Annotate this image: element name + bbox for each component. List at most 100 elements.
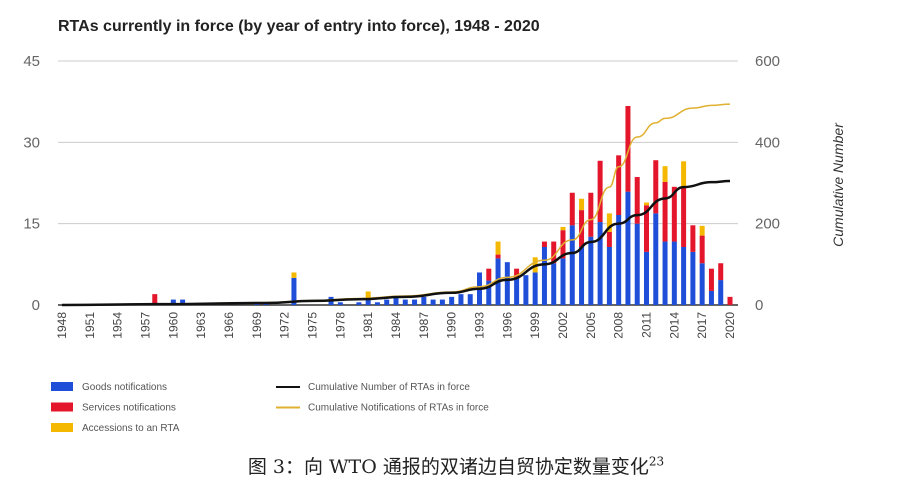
bar-services-notifications-2011 (644, 205, 649, 252)
x-tick-label: 2014 (667, 312, 681, 339)
bar-services-notifications-2019 (718, 263, 724, 281)
bar-services-notifications-1994 (486, 268, 492, 281)
bar-goods-notifications-1973 (291, 277, 297, 305)
bar-goods-notifications-1986 (412, 299, 418, 305)
bar-goods-notifications-1983 (384, 299, 390, 305)
bar-services-notifications-2020 (727, 296, 733, 305)
bar-goods-notifications-1988 (430, 299, 436, 305)
bar-services-notifications-2018 (708, 268, 714, 291)
bar-accessions-to-an-rta-1995 (495, 241, 501, 255)
y-tick-label: 15 (23, 216, 40, 233)
bar-goods-notifications-1981 (365, 299, 371, 305)
bar-goods-notifications-1998 (523, 275, 529, 305)
bar-accessions-to-an-rta-2017 (699, 225, 705, 236)
y2-tick-label: 200 (755, 216, 780, 233)
bar-goods-notifications-2014 (671, 241, 677, 305)
x-axis: 1948 1951 1954 1957 1960 1963 1966 1969 1972 1975… (55, 312, 737, 339)
bar-goods-notifications-2010 (634, 223, 640, 305)
figure-caption: 图 3：向 WTO 通报的双诸边自贸协定数量变化23 (0, 452, 912, 479)
bar-goods-notifications-1989 (439, 299, 445, 305)
legend-label: Goods notifications (82, 382, 167, 393)
bar-goods-notifications-2015 (681, 246, 687, 305)
bar-services-notifications-2010 (634, 177, 640, 224)
bar-goods-notifications-1984 (393, 296, 399, 305)
x-tick-label: 2008 (612, 312, 626, 339)
bar-goods-notifications-2002 (560, 258, 566, 305)
bar-goods-notifications-2005 (588, 236, 594, 305)
legend-label: Services notifications (82, 403, 176, 414)
bar-accessions-to-an-rta-2015 (681, 161, 687, 188)
bar-goods-notifications-2017 (699, 263, 705, 305)
x-tick-label: 1957 (139, 312, 153, 339)
bar-goods-notifications-1960 (170, 299, 176, 305)
bar-goods-notifications-2003 (569, 225, 575, 305)
x-tick-label: 1951 (83, 312, 97, 339)
x-tick-label: 2002 (556, 312, 570, 339)
x-tick-label: 1987 (417, 312, 431, 339)
bar-goods-notifications-1994 (486, 280, 492, 305)
caption-footnote: 23 (648, 454, 665, 469)
bar-goods-notifications-1985 (402, 299, 408, 305)
line-cumulative-number-of-rtas-in-force (61, 179, 731, 307)
legend-swatch (51, 423, 73, 432)
x-tick-label: 1981 (361, 312, 375, 339)
bar-services-notifications-2003 (569, 192, 575, 226)
x-tick-label: 2020 (723, 312, 737, 339)
legend-label: Cumulative Number of RTAs in force (308, 382, 470, 393)
y-axis-left: 0 15 30 45 (23, 53, 40, 314)
bar-goods-notifications-2004 (579, 246, 585, 305)
x-tick-label: 1975 (306, 312, 320, 339)
bar-accessions-to-an-rta-2007 (606, 213, 612, 232)
bar-accessions-to-an-rta-1973 (291, 272, 297, 278)
bar-goods-notifications-2016 (690, 251, 696, 305)
bar-goods-notifications-2007 (606, 246, 612, 305)
x-tick-label: 2017 (695, 312, 709, 339)
x-tick-label: 1999 (528, 312, 542, 339)
bar-services-notifications-2012 (653, 160, 659, 214)
x-tick-label: 1966 (222, 312, 236, 339)
bar-goods-notifications-2013 (662, 241, 668, 305)
x-tick-label: 1960 (166, 312, 180, 339)
y-tick-label: 45 (23, 53, 40, 70)
bar-goods-notifications-1980 (356, 302, 362, 305)
y-axis-right: 0 200 400 600 (755, 53, 780, 314)
bars (152, 106, 733, 305)
bar-services-notifications-2005 (588, 192, 594, 237)
bar-goods-notifications-1990 (449, 296, 455, 305)
x-tick-label: 1996 (500, 312, 514, 339)
bar-accessions-to-an-rta-2011 (644, 202, 649, 206)
y-tick-label: 0 (32, 297, 40, 314)
legend-swatch (51, 382, 73, 391)
x-tick-label: 1993 (473, 312, 487, 339)
bar-goods-notifications-2018 (708, 290, 714, 305)
bar-services-notifications-2013 (662, 181, 668, 242)
bar-services-notifications-2015 (681, 187, 687, 247)
bar-goods-notifications-1982 (374, 302, 380, 305)
chart-title: RTAs currently in force (by year of entr… (58, 18, 540, 35)
x-tick-label: 2005 (584, 312, 598, 339)
bar-services-notifications-2006 (597, 160, 603, 223)
y-tick-label: 30 (23, 134, 40, 151)
legend-label: Accessions to an RTA (82, 423, 180, 434)
bar-accessions-to-an-rta-2004 (579, 198, 585, 211)
bar-goods-notifications-2009 (625, 191, 631, 305)
bar-services-notifications-2001 (551, 241, 557, 264)
bar-services-notifications-2017 (699, 235, 705, 264)
lines (61, 103, 731, 307)
legend: Goods notifications Services notification… (51, 382, 489, 434)
bar-services-notifications-1997 (514, 268, 520, 278)
bar-services-notifications-2007 (606, 231, 612, 247)
x-tick-label: 1954 (111, 312, 125, 339)
legend-label: Cumulative Notifications of RTAs in forc… (308, 403, 489, 414)
bar-services-notifications-2000 (541, 241, 547, 247)
bar-goods-notifications-2008 (616, 214, 622, 305)
bar-goods-notifications-1991 (458, 294, 464, 305)
bar-goods-notifications-1978 (337, 302, 343, 305)
bar-services-notifications-2009 (625, 106, 631, 192)
bar-goods-notifications-2011 (644, 251, 649, 305)
bar-accessions-to-an-rta-2002 (560, 226, 566, 231)
bar-goods-notifications-1992 (467, 294, 473, 305)
x-tick-label: 2011 (640, 312, 654, 338)
x-tick-label: 1984 (389, 312, 403, 339)
